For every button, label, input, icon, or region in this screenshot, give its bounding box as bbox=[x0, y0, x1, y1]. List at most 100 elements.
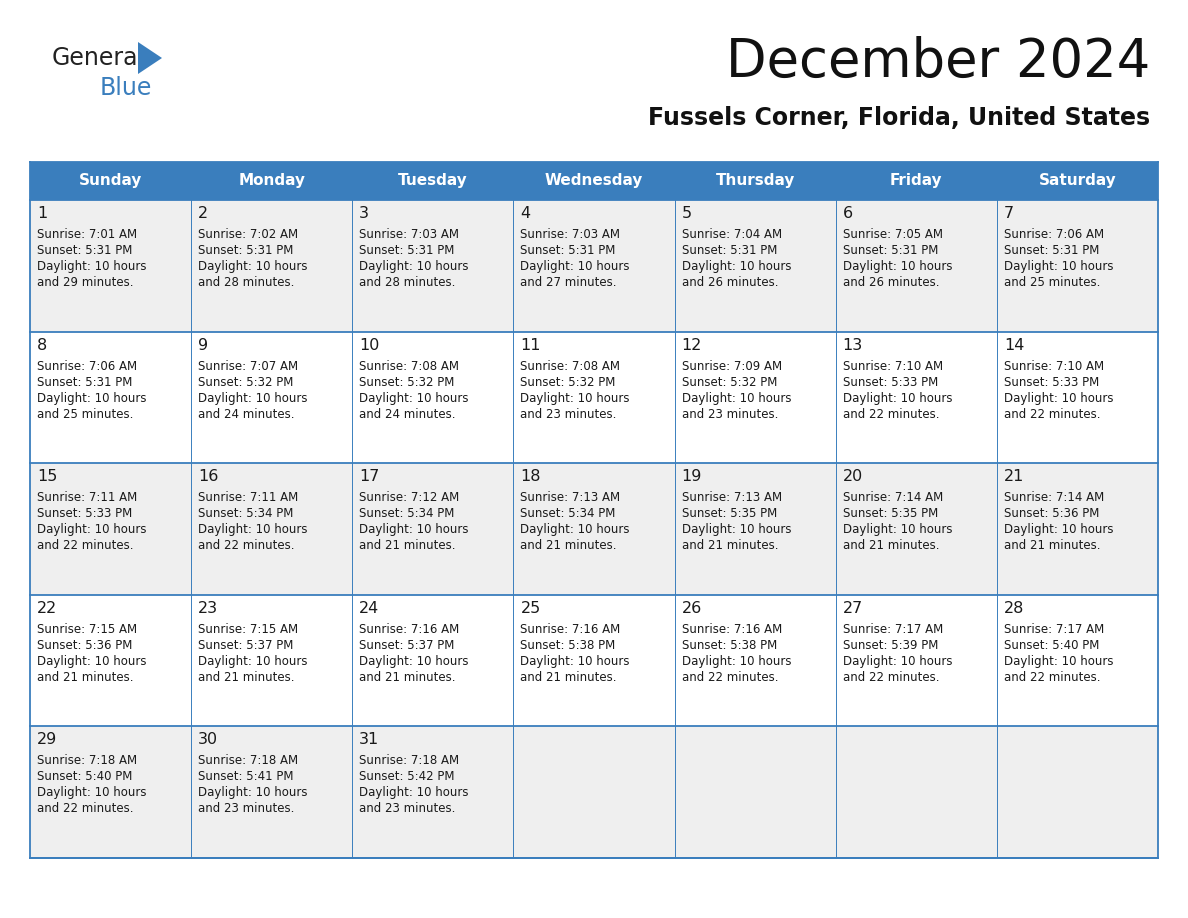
Bar bbox=[30, 200, 1158, 331]
Text: Sunrise: 7:10 AM: Sunrise: 7:10 AM bbox=[1004, 360, 1104, 373]
Text: Sunrise: 7:05 AM: Sunrise: 7:05 AM bbox=[842, 228, 943, 241]
Text: Sunset: 5:31 PM: Sunset: 5:31 PM bbox=[37, 244, 132, 257]
Text: 30: 30 bbox=[198, 733, 219, 747]
Text: and 26 minutes.: and 26 minutes. bbox=[842, 276, 940, 289]
Text: Sunrise: 7:03 AM: Sunrise: 7:03 AM bbox=[520, 228, 620, 241]
Text: and 27 minutes.: and 27 minutes. bbox=[520, 276, 617, 289]
Text: Sunrise: 7:09 AM: Sunrise: 7:09 AM bbox=[682, 360, 782, 373]
Text: 6: 6 bbox=[842, 206, 853, 221]
Text: Sunset: 5:31 PM: Sunset: 5:31 PM bbox=[842, 244, 939, 257]
Text: and 21 minutes.: and 21 minutes. bbox=[520, 671, 617, 684]
Text: Daylight: 10 hours: Daylight: 10 hours bbox=[37, 260, 146, 273]
Text: Daylight: 10 hours: Daylight: 10 hours bbox=[520, 392, 630, 405]
Text: Sunrise: 7:14 AM: Sunrise: 7:14 AM bbox=[842, 491, 943, 504]
Text: Sunrise: 7:08 AM: Sunrise: 7:08 AM bbox=[359, 360, 460, 373]
Text: December 2024: December 2024 bbox=[726, 36, 1150, 88]
Text: Sunset: 5:32 PM: Sunset: 5:32 PM bbox=[359, 375, 455, 388]
Text: Sunset: 5:36 PM: Sunset: 5:36 PM bbox=[1004, 508, 1099, 521]
Text: Sunrise: 7:13 AM: Sunrise: 7:13 AM bbox=[520, 491, 620, 504]
Text: and 23 minutes.: and 23 minutes. bbox=[682, 408, 778, 420]
Text: Sunset: 5:36 PM: Sunset: 5:36 PM bbox=[37, 639, 132, 652]
Text: Sunrise: 7:11 AM: Sunrise: 7:11 AM bbox=[37, 491, 138, 504]
Text: Wednesday: Wednesday bbox=[545, 174, 643, 188]
Text: Daylight: 10 hours: Daylight: 10 hours bbox=[198, 392, 308, 405]
Text: Sunset: 5:31 PM: Sunset: 5:31 PM bbox=[682, 244, 777, 257]
Text: Daylight: 10 hours: Daylight: 10 hours bbox=[842, 523, 953, 536]
Text: and 22 minutes.: and 22 minutes. bbox=[842, 671, 940, 684]
Text: Friday: Friday bbox=[890, 174, 942, 188]
Text: Sunrise: 7:17 AM: Sunrise: 7:17 AM bbox=[842, 622, 943, 636]
Text: 22: 22 bbox=[37, 600, 57, 616]
Text: Sunrise: 7:06 AM: Sunrise: 7:06 AM bbox=[1004, 228, 1104, 241]
Text: and 21 minutes.: and 21 minutes. bbox=[682, 539, 778, 553]
Text: 5: 5 bbox=[682, 206, 691, 221]
Text: 2: 2 bbox=[198, 206, 208, 221]
Bar bbox=[30, 726, 1158, 858]
Text: Sunset: 5:34 PM: Sunset: 5:34 PM bbox=[359, 508, 455, 521]
Text: and 29 minutes.: and 29 minutes. bbox=[37, 276, 133, 289]
Bar bbox=[30, 331, 1158, 464]
Text: 23: 23 bbox=[198, 600, 219, 616]
Text: Sunrise: 7:13 AM: Sunrise: 7:13 AM bbox=[682, 491, 782, 504]
Text: and 28 minutes.: and 28 minutes. bbox=[198, 276, 295, 289]
Text: and 21 minutes.: and 21 minutes. bbox=[842, 539, 940, 553]
Text: and 24 minutes.: and 24 minutes. bbox=[359, 408, 456, 420]
Text: Daylight: 10 hours: Daylight: 10 hours bbox=[842, 260, 953, 273]
Text: Sunset: 5:35 PM: Sunset: 5:35 PM bbox=[682, 508, 777, 521]
Text: 14: 14 bbox=[1004, 338, 1024, 353]
Text: Daylight: 10 hours: Daylight: 10 hours bbox=[37, 392, 146, 405]
Text: Sunrise: 7:15 AM: Sunrise: 7:15 AM bbox=[37, 622, 137, 636]
Text: and 21 minutes.: and 21 minutes. bbox=[359, 539, 456, 553]
Text: and 21 minutes.: and 21 minutes. bbox=[359, 671, 456, 684]
Text: Daylight: 10 hours: Daylight: 10 hours bbox=[359, 655, 469, 667]
Text: Daylight: 10 hours: Daylight: 10 hours bbox=[37, 655, 146, 667]
Text: Sunset: 5:37 PM: Sunset: 5:37 PM bbox=[359, 639, 455, 652]
Text: Daylight: 10 hours: Daylight: 10 hours bbox=[198, 260, 308, 273]
Text: Sunset: 5:33 PM: Sunset: 5:33 PM bbox=[37, 508, 132, 521]
Text: Sunset: 5:32 PM: Sunset: 5:32 PM bbox=[682, 375, 777, 388]
Text: Sunset: 5:31 PM: Sunset: 5:31 PM bbox=[359, 244, 455, 257]
Text: and 21 minutes.: and 21 minutes. bbox=[520, 539, 617, 553]
Text: and 22 minutes.: and 22 minutes. bbox=[1004, 671, 1100, 684]
Text: 15: 15 bbox=[37, 469, 57, 484]
Text: Daylight: 10 hours: Daylight: 10 hours bbox=[359, 260, 469, 273]
Text: 29: 29 bbox=[37, 733, 57, 747]
Text: Daylight: 10 hours: Daylight: 10 hours bbox=[198, 655, 308, 667]
Text: Sunrise: 7:10 AM: Sunrise: 7:10 AM bbox=[842, 360, 943, 373]
Text: and 25 minutes.: and 25 minutes. bbox=[1004, 276, 1100, 289]
Text: and 28 minutes.: and 28 minutes. bbox=[359, 276, 456, 289]
Text: and 22 minutes.: and 22 minutes. bbox=[1004, 408, 1100, 420]
Text: 17: 17 bbox=[359, 469, 380, 484]
Text: Daylight: 10 hours: Daylight: 10 hours bbox=[682, 260, 791, 273]
Text: Sunset: 5:42 PM: Sunset: 5:42 PM bbox=[359, 770, 455, 783]
Text: 31: 31 bbox=[359, 733, 379, 747]
Text: Daylight: 10 hours: Daylight: 10 hours bbox=[198, 787, 308, 800]
Polygon shape bbox=[138, 42, 162, 74]
Text: Daylight: 10 hours: Daylight: 10 hours bbox=[842, 392, 953, 405]
Text: Sunset: 5:31 PM: Sunset: 5:31 PM bbox=[1004, 244, 1099, 257]
Text: Sunrise: 7:18 AM: Sunrise: 7:18 AM bbox=[359, 755, 460, 767]
Text: 4: 4 bbox=[520, 206, 531, 221]
Text: and 21 minutes.: and 21 minutes. bbox=[37, 671, 133, 684]
Text: 25: 25 bbox=[520, 600, 541, 616]
Text: 26: 26 bbox=[682, 600, 702, 616]
Text: Sunset: 5:38 PM: Sunset: 5:38 PM bbox=[682, 639, 777, 652]
Text: Sunset: 5:35 PM: Sunset: 5:35 PM bbox=[842, 508, 939, 521]
Bar bbox=[30, 595, 1158, 726]
Text: and 23 minutes.: and 23 minutes. bbox=[520, 408, 617, 420]
Bar bbox=[30, 464, 1158, 595]
Text: Sunrise: 7:18 AM: Sunrise: 7:18 AM bbox=[198, 755, 298, 767]
Text: Sunset: 5:40 PM: Sunset: 5:40 PM bbox=[37, 770, 132, 783]
Text: Sunset: 5:38 PM: Sunset: 5:38 PM bbox=[520, 639, 615, 652]
Text: Sunrise: 7:08 AM: Sunrise: 7:08 AM bbox=[520, 360, 620, 373]
Text: Sunset: 5:40 PM: Sunset: 5:40 PM bbox=[1004, 639, 1099, 652]
Text: 11: 11 bbox=[520, 338, 541, 353]
Text: Fussels Corner, Florida, United States: Fussels Corner, Florida, United States bbox=[647, 106, 1150, 130]
Text: Thursday: Thursday bbox=[715, 174, 795, 188]
Text: Sunrise: 7:15 AM: Sunrise: 7:15 AM bbox=[198, 622, 298, 636]
Text: Sunset: 5:39 PM: Sunset: 5:39 PM bbox=[842, 639, 939, 652]
Text: Daylight: 10 hours: Daylight: 10 hours bbox=[1004, 655, 1113, 667]
Text: Saturday: Saturday bbox=[1038, 174, 1117, 188]
Text: Sunrise: 7:18 AM: Sunrise: 7:18 AM bbox=[37, 755, 137, 767]
Text: and 22 minutes.: and 22 minutes. bbox=[198, 539, 295, 553]
